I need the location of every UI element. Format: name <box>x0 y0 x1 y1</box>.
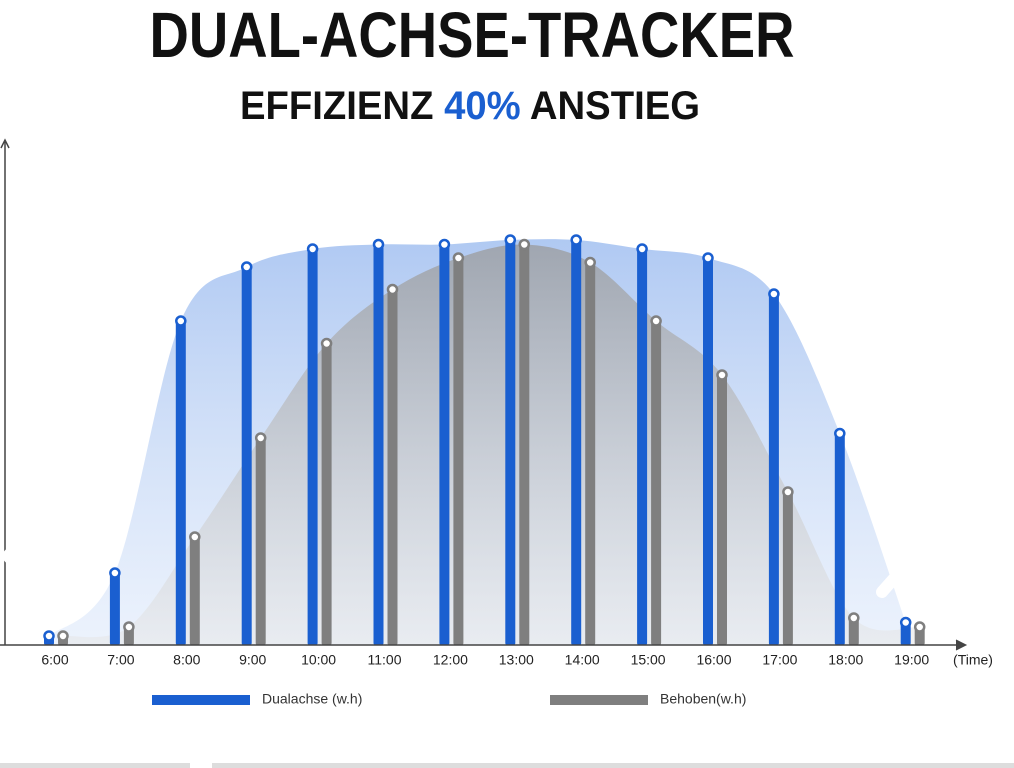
x-tick-label: 6:00 <box>41 652 68 668</box>
bar <box>307 249 318 645</box>
bar <box>585 262 596 645</box>
bar-cap <box>570 234 582 246</box>
bar <box>109 573 120 645</box>
bar <box>255 438 266 645</box>
legend-label: Behoben(w.h) <box>660 691 746 707</box>
x-tick-label: 16:00 <box>696 652 731 668</box>
bar <box>848 618 859 645</box>
bar-cap <box>386 283 399 296</box>
bar <box>241 267 252 645</box>
bar <box>637 249 648 645</box>
x-tick-label: 15:00 <box>631 652 666 668</box>
x-tick-label: 11:00 <box>368 652 402 668</box>
bar <box>175 321 186 645</box>
bar-cap <box>123 621 135 633</box>
bar <box>782 492 793 645</box>
bar-cap <box>848 612 860 624</box>
bar <box>571 240 582 645</box>
subtitle-part: ANSTIEG <box>530 84 700 128</box>
legend-swatch <box>152 695 250 705</box>
x-tick-label: 7:00 <box>107 652 134 668</box>
x-tick-label: 14:00 <box>565 652 600 668</box>
bar <box>717 375 727 645</box>
bar-cap <box>254 432 267 444</box>
x-tick-label: 12:00 <box>433 652 468 668</box>
x-tick-label: 9:00 <box>239 652 266 668</box>
subtitle-part: EFFIZIENZ <box>240 84 433 128</box>
x-tick-label: 10:00 <box>301 652 336 668</box>
bar-cap <box>834 427 846 440</box>
bar-cap <box>452 252 465 264</box>
bar-cap <box>716 369 728 381</box>
thumbnail-strip[interactable] <box>0 763 190 768</box>
bar-cap <box>518 238 531 251</box>
bar <box>439 244 450 645</box>
carousel-next[interactable] <box>876 514 923 598</box>
bar-cap <box>584 256 596 269</box>
subtitle-highlight: 40% <box>444 84 521 128</box>
bar-cap <box>504 234 517 246</box>
bar-cap <box>372 238 385 251</box>
bar <box>834 433 845 645</box>
bar-cap <box>899 616 912 629</box>
bar-cap <box>175 315 187 327</box>
y-axis-arrow <box>0 138 10 149</box>
carousel-prev[interactable] <box>0 514 46 598</box>
bar-cap <box>913 621 926 633</box>
bar-cap <box>438 238 451 251</box>
bar-cap <box>702 252 714 264</box>
bar-cap <box>768 288 780 300</box>
bar-cap <box>57 630 69 642</box>
bar <box>900 622 911 645</box>
bar-cap <box>306 243 319 255</box>
bar <box>651 321 662 645</box>
bar-cap <box>782 486 794 498</box>
chart-subtitle: EFFIZIENZ 40% ANSTIEG <box>240 84 700 128</box>
bar <box>373 244 384 645</box>
bar <box>453 258 464 645</box>
bar-cap <box>240 261 253 273</box>
x-tick-label: 17:00 <box>762 652 797 668</box>
x-tick-label: 19:00 <box>894 652 929 668</box>
bar-cap <box>320 337 333 350</box>
bar <box>703 258 713 645</box>
x-tick-label: 18:00 <box>828 652 863 668</box>
x-tick-label: 13:00 <box>499 652 534 668</box>
x-axis-label: (Time) <box>953 652 993 668</box>
bar <box>189 537 200 645</box>
x-tick-label: 8:00 <box>173 652 200 668</box>
x-axis-arrow <box>955 639 968 651</box>
bar <box>387 289 398 645</box>
thumbnail-strip[interactable] <box>212 763 1014 768</box>
bar-cap <box>636 243 648 255</box>
bar <box>768 294 779 645</box>
legend-swatch <box>550 695 648 705</box>
chart-title: DUAL-ACHSE-TRACKER <box>150 0 795 71</box>
bar <box>505 240 516 645</box>
bar <box>321 343 332 645</box>
bar-cap <box>43 630 55 642</box>
bar <box>519 244 530 645</box>
bar-cap <box>109 567 121 579</box>
legend-label: Dualachse (w.h) <box>262 691 362 707</box>
bar-cap <box>189 531 201 543</box>
plot: 6:00 7:00 8:00 9:00 10:00 11:00 12:00 13:00 14:0… <box>41 234 929 707</box>
bar-cap <box>650 315 662 327</box>
